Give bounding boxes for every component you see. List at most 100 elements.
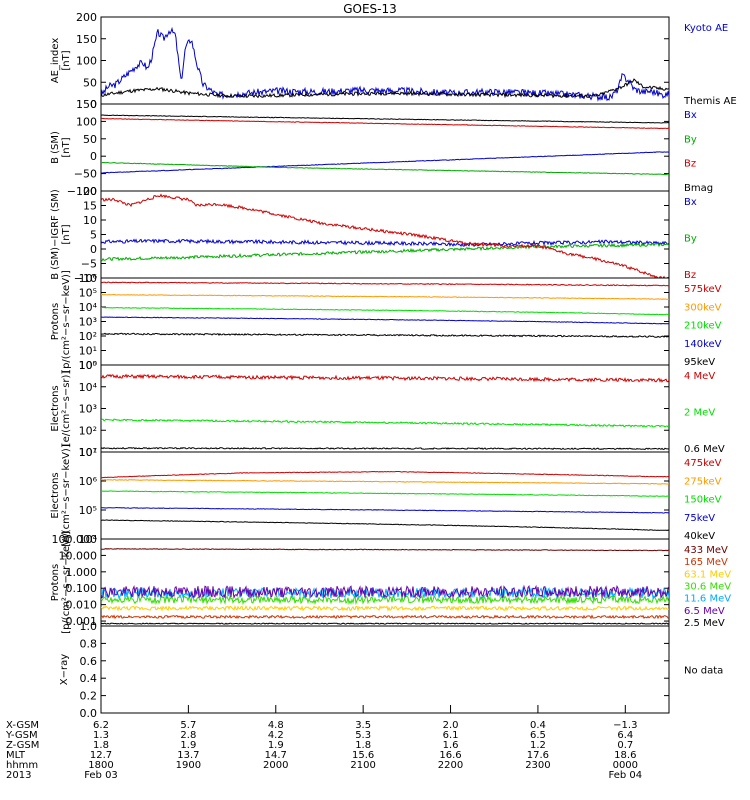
x-row-value: 12.7 [90, 750, 112, 761]
x-row-value: 13.7 [177, 750, 199, 761]
x-row-value: 2.0 [443, 720, 459, 731]
y-tick-label: 1.0 [80, 620, 98, 633]
y-tick-label: −5 [81, 258, 97, 271]
series-kyoto-ae [101, 26, 669, 102]
x-row-label: 2013 [6, 770, 31, 781]
series-95kev [101, 332, 669, 338]
y-tick-label: 10⁰ [79, 359, 98, 372]
legend-165-mev: 165 MeV [684, 557, 728, 568]
y-tick-label: 10² [79, 424, 97, 437]
series-bx [101, 151, 669, 174]
series-themis-ae [101, 78, 669, 99]
y-tick-label: 10⁶ [79, 475, 98, 488]
y-tick-label: 10¹ [79, 446, 97, 459]
series-2-5-mev [101, 622, 669, 625]
y-tick-label: 0 [90, 98, 97, 111]
legend-by: By [684, 234, 697, 245]
y-tick-label: 20 [83, 185, 97, 198]
panel-frame [100, 538, 670, 627]
series-275kev [101, 478, 669, 485]
y-tick-label: 10⁵ [79, 287, 97, 300]
panel-4: 10⁰10¹10²10³10⁴10⁵10⁶Protons[p/(cm²−s−sr… [50, 270, 722, 373]
y-tick-label: 50 [83, 133, 97, 146]
legend-575kev: 575keV [684, 284, 722, 295]
y-tick-label: 10⁷ [79, 446, 97, 459]
y-tick-label: −10 [74, 272, 97, 285]
x-row-value: 1.9 [180, 740, 196, 751]
x-row-value: 5.3 [355, 730, 371, 741]
legend-95kev: 95keV [684, 357, 715, 368]
panel-8: 0.0 0.2 0.4 0.6 0.8 1.0 X−ray No data [59, 620, 723, 720]
x-row-value: 2.8 [180, 730, 196, 741]
series-75kev [101, 506, 669, 514]
y-tick-label: 15 [83, 200, 97, 213]
series-63-1-mev [101, 605, 669, 612]
y-tick-label: 10.000 [59, 549, 98, 562]
x-row-value: 1.8 [355, 740, 371, 751]
series-140kev [101, 316, 669, 325]
legend-2-mev: 2 MeV [684, 408, 715, 419]
x-row-value: 2000 [263, 760, 288, 771]
y-tick-label: 0.010 [66, 599, 98, 612]
legend-bz: Bz [684, 159, 696, 170]
no-data-note: No data [684, 666, 723, 677]
y-tick-label: 0.2 [80, 690, 98, 703]
series-bx [101, 238, 669, 247]
legend-275kev: 275keV [684, 476, 722, 487]
series-150kev [101, 490, 669, 497]
panel-2: −100 −50 0 50 100 150 B (SM)[nT] Bx By Bz Bmag [50, 98, 713, 198]
legend-kyoto-ae: Kyoto AE [684, 23, 728, 34]
y-tick-label: 150 [76, 98, 97, 111]
panel-6: 10⁴ 10⁵ 10⁶ 10⁷ Electrons[e/(cm²−s−sr−keV)] 4… [50, 444, 722, 547]
panel-5: 10¹ 10² 10³ 10⁴ 10⁵ Electrons[e/(cm²−s−sr)] 4 … [50, 359, 725, 459]
legend-bmag: Bmag [684, 183, 713, 194]
x-row-value: 6.4 [617, 730, 633, 741]
x-row-value: 4.8 [268, 720, 284, 731]
x-row-value: 6.1 [443, 730, 459, 741]
x-row-value: 2100 [350, 760, 375, 771]
y-tick-label: 10⁶ [79, 272, 98, 285]
y-axis-label: Electrons[e/(cm²−s−sr)] [50, 371, 72, 447]
legend-bz: Bz [684, 270, 696, 281]
y-axis-label: B (SM)[nT] [50, 131, 72, 164]
y-tick-label: 0 [90, 150, 97, 163]
x-row-value: 5.7 [180, 720, 196, 731]
y-axis-label: B (SM)−IGRF (SM)[nT] [50, 189, 72, 280]
x-row-value: 1.3 [93, 730, 109, 741]
x-row-value: 1.8 [93, 740, 109, 751]
y-tick-label: 0 [90, 243, 97, 256]
y-tick-label: 10⁵ [79, 504, 97, 517]
series-433-mev [101, 548, 669, 552]
y-tick-label: 10³ [79, 316, 97, 329]
x-row-label: X-GSM [6, 720, 39, 731]
x-row-value: 0.4 [530, 720, 546, 731]
series-4-mev [101, 373, 669, 383]
x-row-value: 3.5 [355, 720, 371, 731]
series-by [101, 161, 669, 176]
y-tick-label: 10 [83, 214, 97, 227]
y-tick-label: 200 [76, 11, 97, 24]
legend-433-mev: 433 MeV [684, 545, 728, 556]
legend-0-6-mev: 0.6 MeV [684, 444, 725, 455]
y-tick-label: 0.6 [80, 655, 98, 668]
legend-300kev: 300keV [684, 302, 722, 313]
x-row-label: Z-GSM [6, 740, 39, 751]
series-bmag [101, 114, 669, 124]
y-axis-label: Protons[p/(cm²−s−sr−keV)] [50, 531, 72, 634]
y-axis-label: X−ray [59, 654, 70, 685]
series-575kev [101, 281, 669, 287]
series-2-mev [101, 418, 669, 428]
legend-210kev: 210keV [684, 321, 722, 332]
legend-75kev: 75keV [684, 513, 715, 524]
series-300kev [101, 293, 669, 300]
panel-1: 0 50 100 150 200 AE_index[nT] Kyoto AE Themis A… [50, 11, 737, 111]
y-tick-label: 10¹ [79, 345, 97, 358]
y-tick-label: 10² [79, 330, 97, 343]
y-tick-label: 0.0 [80, 707, 98, 720]
x-row-value: −1.3 [613, 720, 637, 731]
y-axis-label: AE_index[nT] [50, 38, 72, 84]
panel-frame [100, 364, 670, 453]
series-40kev [101, 519, 669, 532]
